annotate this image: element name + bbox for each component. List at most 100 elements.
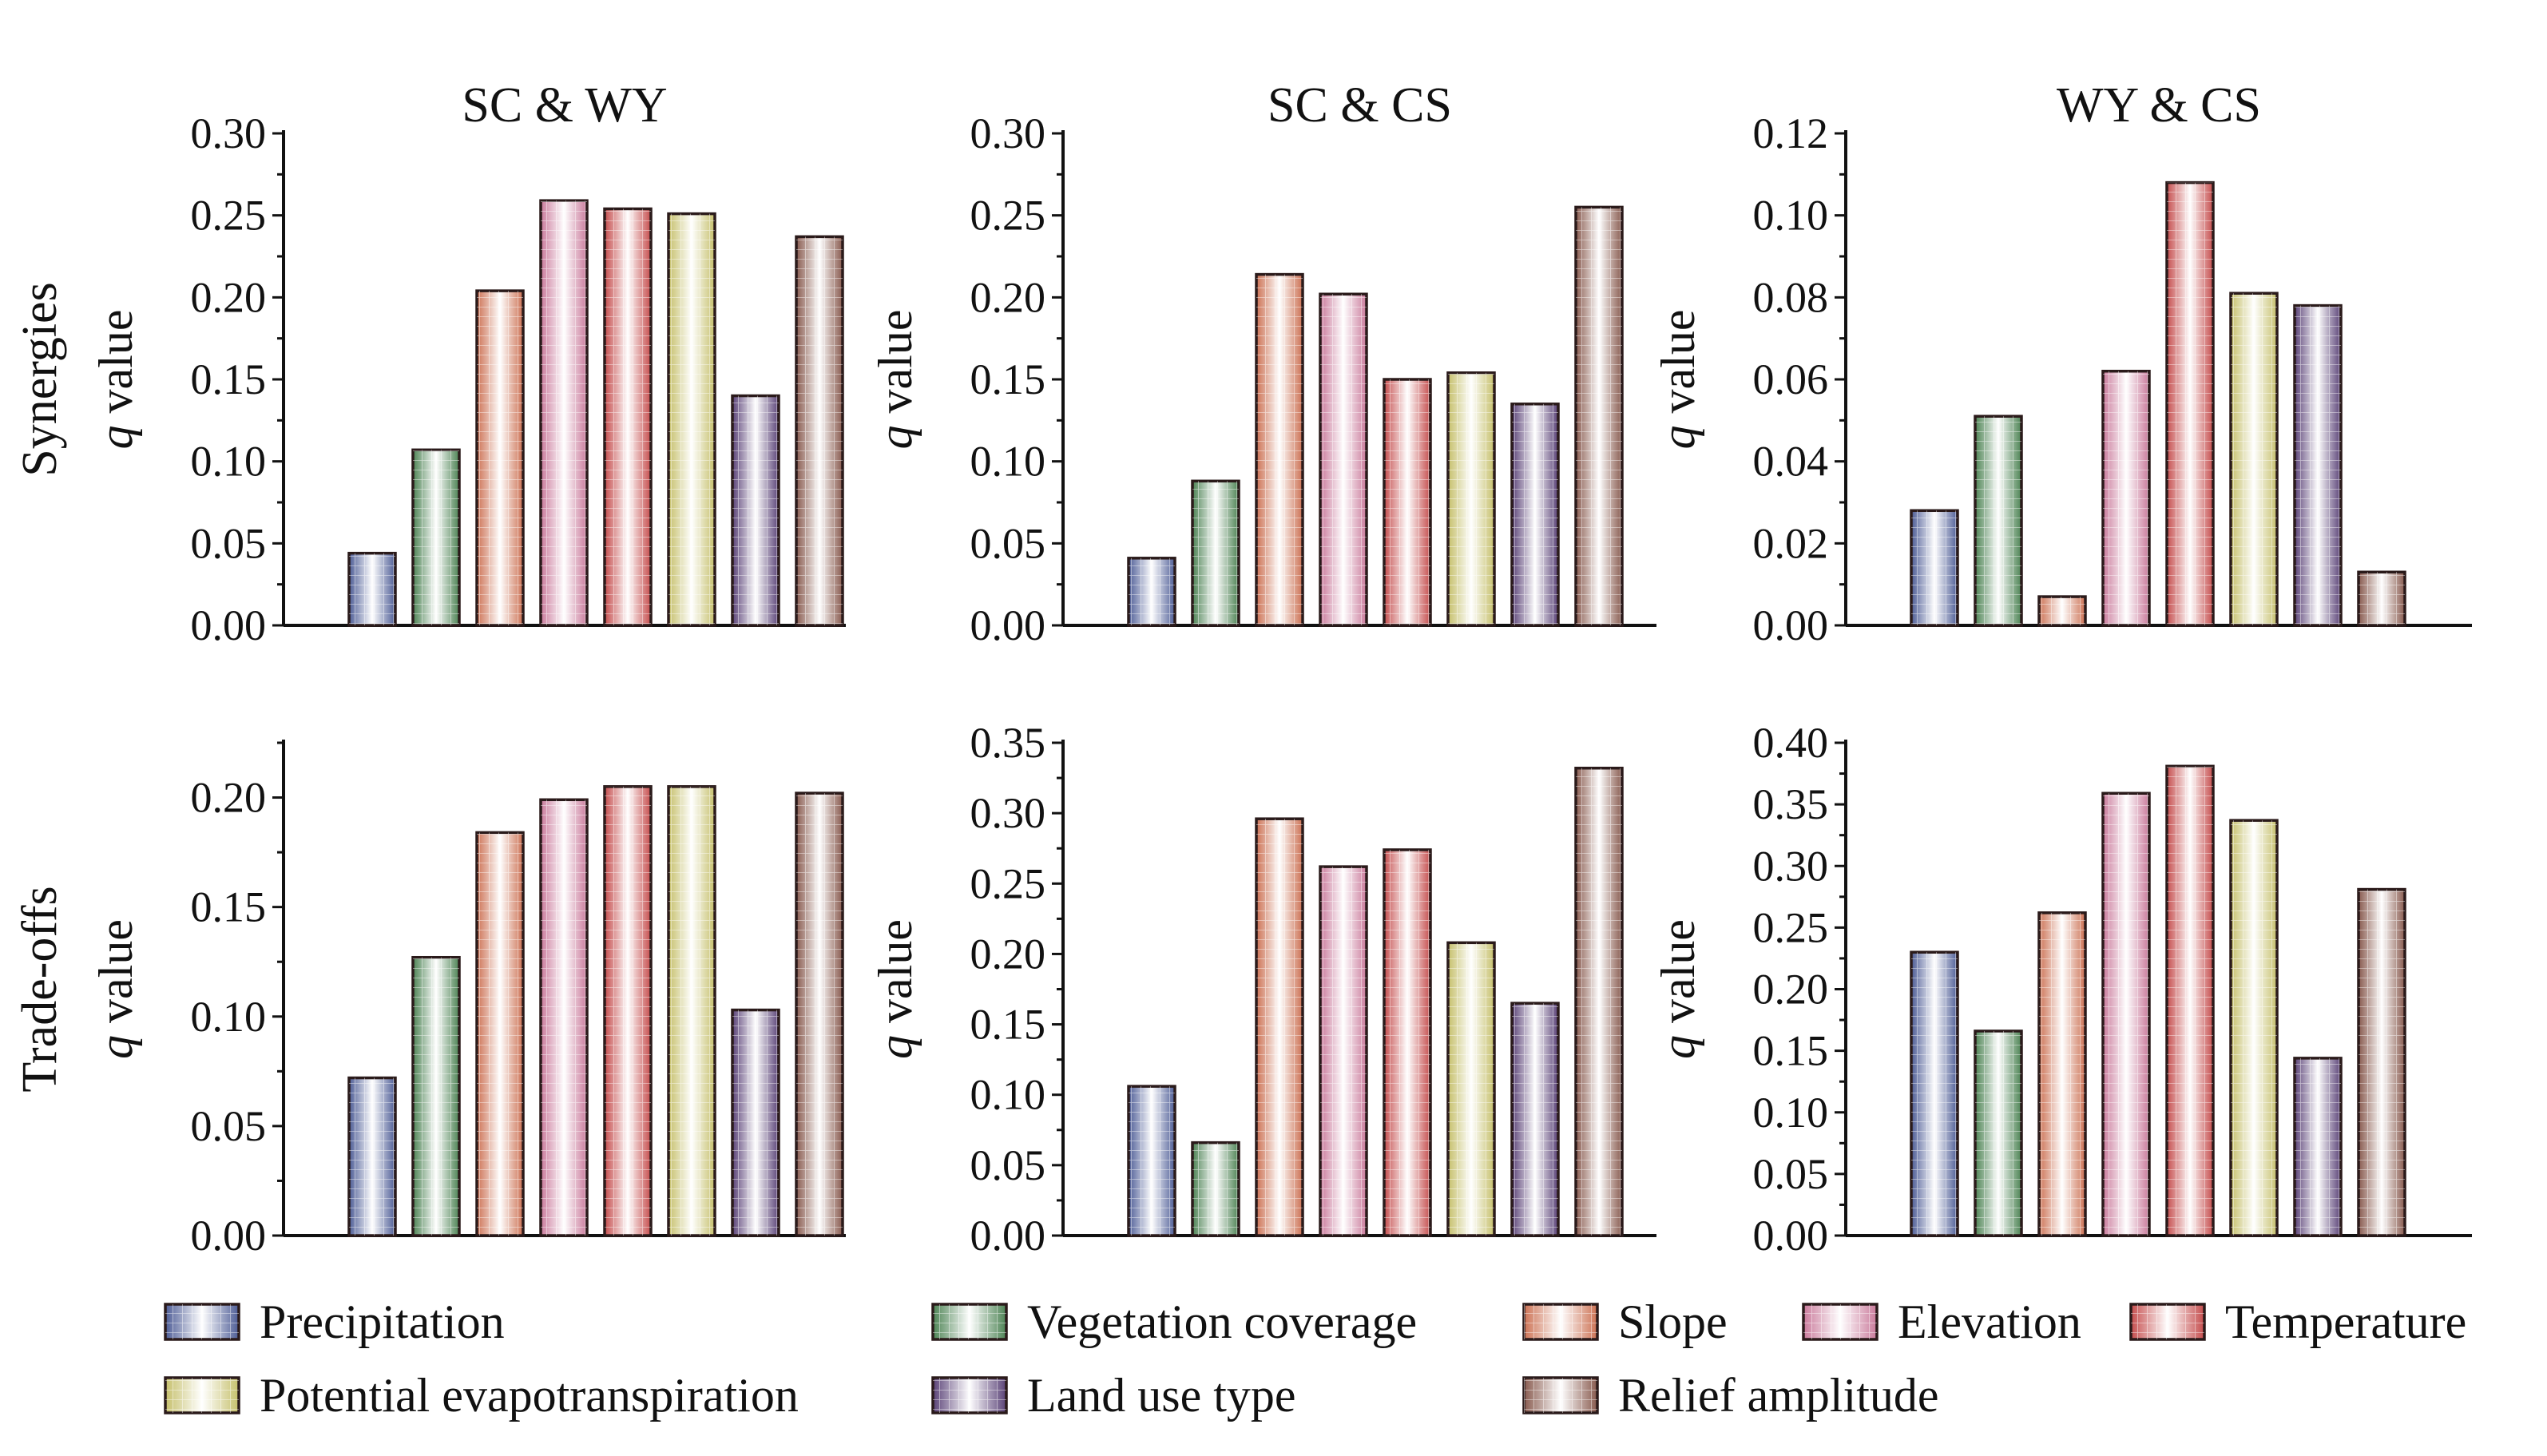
bar-fill: [1910, 950, 1959, 1237]
y-tick-label: 0.30: [970, 109, 1046, 157]
bar-fill: [1127, 1085, 1176, 1237]
bar-slope: [2037, 911, 2087, 1237]
y-tick-label: 0.02: [1753, 519, 1829, 567]
bar-fill: [347, 1076, 397, 1237]
bar-slope: [475, 831, 525, 1237]
y-tick-label: 0.05: [970, 519, 1046, 567]
legend-swatch: [1522, 1303, 1599, 1341]
bar-fill: [2293, 303, 2343, 627]
bar-potential-evapotranspiration: [667, 785, 716, 1237]
panel-1-2: 0.00 0.05 0.10 0.15 0.20 0.25 0.30 SC & CS q val…: [869, 78, 1656, 649]
bar-temperature: [603, 207, 653, 627]
y-tick-label: 0.10: [970, 1071, 1046, 1119]
bar-fill: [2229, 819, 2279, 1237]
legend-swatch: [1522, 1376, 1599, 1414]
legend-label: Vegetation coverage: [1027, 1295, 1417, 1348]
bar-potential-evapotranspiration: [1446, 941, 1496, 1237]
bar-fill: [1383, 848, 1432, 1237]
y-tick-label: 0.35: [970, 719, 1046, 767]
bar-fill: [347, 551, 397, 627]
legend-label: Relief amplitude: [1618, 1369, 1939, 1422]
bar-potential-evapotranspiration: [667, 212, 716, 627]
bar-precipitation: [1127, 1085, 1176, 1237]
y-axis-label: q value: [89, 919, 142, 1059]
y-tick-label: 0.30: [191, 109, 267, 157]
bar-fill: [731, 1008, 780, 1237]
bar-fill: [539, 199, 589, 627]
bar-elevation: [539, 798, 589, 1237]
bar-land-use-type: [2293, 1057, 2343, 1237]
bar-potential-evapotranspiration: [2229, 292, 2279, 627]
bar-vegetation-coverage: [1191, 479, 1240, 627]
bar-fill: [603, 785, 653, 1237]
bar-fill: [475, 831, 525, 1237]
bar-fill: [1319, 865, 1368, 1237]
legend-item-relief-amplitude: Relief amplitude: [1522, 1369, 1939, 1422]
y-tick-label: 0.15: [970, 1001, 1046, 1049]
bar-fill: [1574, 766, 1624, 1237]
panel-title: WY & CS: [2057, 78, 2261, 133]
panel-2-2: 0.00 0.05 0.10 0.15 0.20 0.25 0.30 0.35 q value: [869, 719, 1656, 1260]
y-tick-label: 0.15: [191, 883, 267, 931]
legend-swatch: [164, 1303, 240, 1341]
bar-slope: [475, 289, 525, 627]
y-tick-label: 0.25: [1753, 903, 1829, 951]
bar-fill: [667, 212, 716, 627]
row-labels: Synergies Trade-offs: [13, 282, 67, 1092]
y-tick-label: 0.30: [970, 789, 1046, 837]
panel-1-3: 0.00 0.02 0.04 0.06 0.08 0.10 0.12 WY & CS q val…: [1652, 78, 2472, 649]
bar-slope: [1255, 817, 1304, 1237]
y-tick-label: 0.05: [1753, 1150, 1829, 1198]
bar-land-use-type: [2293, 303, 2343, 627]
bar-fill: [2357, 570, 2406, 627]
bar-land-use-type: [1510, 1002, 1560, 1237]
bar-elevation: [2101, 791, 2151, 1237]
bar-fill: [1255, 817, 1304, 1237]
bar-fill: [2165, 181, 2215, 627]
bar-fill: [1127, 557, 1176, 627]
bar-fill: [1910, 509, 1959, 627]
bar-vegetation-coverage: [1974, 1030, 2023, 1237]
bar-relief-amplitude: [795, 791, 844, 1237]
y-tick-label: 0.12: [1753, 109, 1829, 157]
panel-title: SC & CS: [1268, 78, 1452, 133]
bar-fill: [603, 207, 653, 627]
legend-item-potential-evapotranspiration: Potential evapotranspiration: [164, 1369, 799, 1422]
bar-land-use-type: [731, 394, 780, 627]
legend-swatch: [931, 1376, 1008, 1414]
bar-vegetation-coverage: [1191, 1141, 1240, 1237]
bar-relief-amplitude: [2357, 570, 2406, 627]
y-tick-label: 0.25: [970, 192, 1046, 240]
y-axis-label: q value: [869, 919, 922, 1059]
bar-fill: [2101, 791, 2151, 1237]
bar-fill: [731, 394, 780, 627]
bar-elevation: [2101, 369, 2151, 627]
y-tick-label: 0.15: [191, 355, 267, 403]
bar-fill: [795, 235, 844, 627]
y-axis-label: q value: [1652, 919, 1704, 1059]
bar-temperature: [2165, 764, 2215, 1237]
bar-fill: [411, 955, 461, 1237]
panel-1-1: 0.00 0.05 0.10 0.15 0.20 0.25 0.30 SC & WY q val…: [89, 78, 846, 649]
legend-label: Potential evapotranspiration: [260, 1369, 799, 1422]
bar-fill: [1319, 292, 1368, 627]
bar-fill: [2229, 292, 2279, 627]
legend-label: Elevation: [1898, 1295, 2081, 1348]
bar-precipitation: [347, 1076, 397, 1237]
legend-item-elevation: Elevation: [1802, 1295, 2081, 1348]
bar-fill: [1446, 941, 1496, 1237]
bar-potential-evapotranspiration: [1446, 371, 1496, 627]
y-tick-label: 0.30: [1753, 842, 1829, 890]
panel-2-3: 0.00 0.05 0.10 0.15 0.20 0.25 0.30 0.35 0.40 q va…: [1652, 719, 2472, 1260]
bar-relief-amplitude: [2357, 887, 2406, 1237]
y-tick-label: 0.20: [970, 930, 1046, 978]
legend-label: Land use type: [1027, 1369, 1296, 1422]
y-tick-label: 0.05: [970, 1141, 1046, 1189]
bar-land-use-type: [731, 1008, 780, 1237]
bar-fill: [1510, 1002, 1560, 1237]
bar-fill: [667, 785, 716, 1237]
legend-item-temperature: Temperature: [2129, 1295, 2466, 1348]
bar-potential-evapotranspiration: [2229, 819, 2279, 1237]
bar-elevation: [1319, 865, 1368, 1237]
